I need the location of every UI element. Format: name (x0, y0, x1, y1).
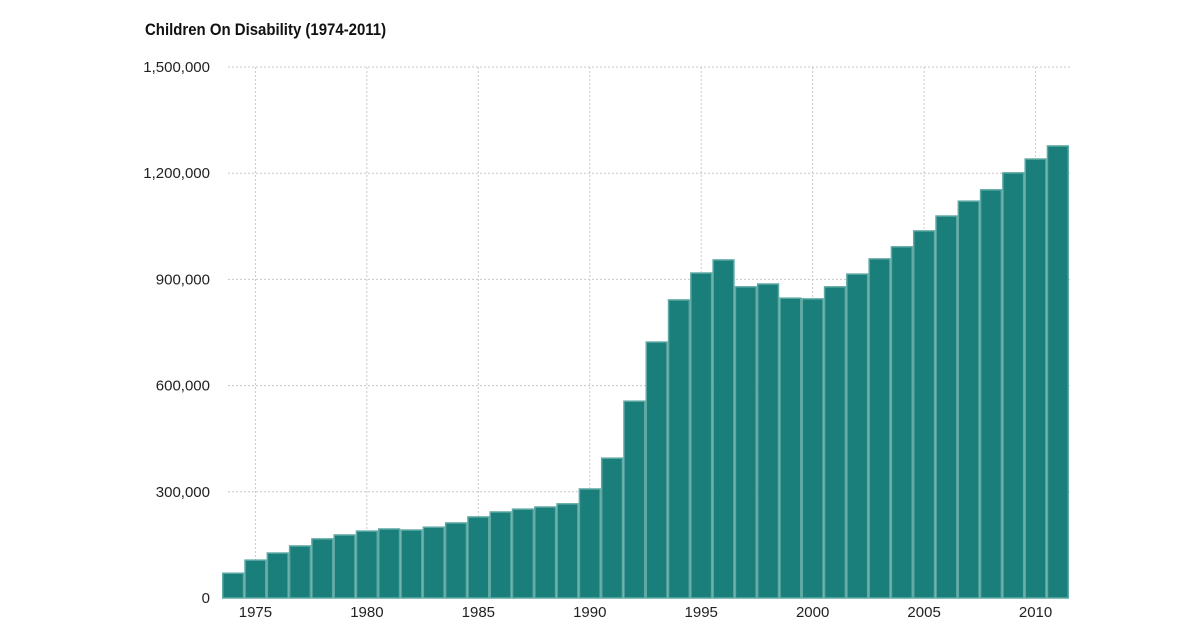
chart-title: Children On Disability (1974-2011) (145, 20, 387, 39)
bar-2007 (957, 200, 980, 599)
bar-1984 (444, 522, 468, 599)
y-tick-label: 900,000 (156, 271, 210, 288)
bar-1994 (667, 299, 691, 599)
x-tick-label: 1980 (350, 604, 383, 621)
bar-1988 (534, 506, 557, 599)
bar-2002 (846, 273, 869, 599)
bar-1987 (511, 508, 535, 599)
bar-2003 (868, 258, 891, 599)
bar-1976 (266, 552, 289, 599)
bar-1997 (734, 286, 757, 599)
bar-1981 (378, 528, 401, 599)
bar-1989 (556, 503, 579, 599)
bar-1986 (489, 511, 512, 599)
bar-2001 (823, 286, 847, 599)
y-tick-label: 600,000 (156, 378, 210, 395)
bar-1995 (690, 272, 713, 599)
bar-1991 (600, 457, 624, 599)
bar-1982 (400, 529, 423, 599)
bar-2010 (1024, 158, 1047, 599)
bar-1996 (712, 259, 735, 599)
bar-1980 (355, 530, 379, 599)
bar-1983 (422, 526, 445, 599)
x-tick-label: 2005 (907, 604, 940, 621)
x-tick-label: 1995 (685, 604, 718, 621)
bar-1993 (645, 341, 668, 599)
y-tick-label: 1,200,000 (143, 165, 210, 182)
bar-1992 (623, 400, 646, 599)
x-tick-label: 1990 (573, 604, 606, 621)
bar-2011 (1046, 145, 1070, 599)
bar-1977 (288, 545, 312, 599)
bar-1974 (222, 572, 245, 599)
bar-2006 (935, 215, 958, 599)
bar-1998 (756, 283, 780, 599)
bar-2000 (801, 298, 824, 599)
x-tick-label: 1975 (239, 604, 272, 621)
bar-2008 (979, 189, 1003, 599)
y-tick-label: 300,000 (156, 484, 210, 501)
bar-2009 (1002, 172, 1025, 599)
x-tick-label: 2000 (796, 604, 829, 621)
bar-1975 (244, 559, 267, 599)
x-tick-label: 1985 (462, 604, 495, 621)
bar-1985 (467, 516, 490, 599)
y-tick-label: 1,500,000 (143, 59, 210, 76)
bar-1978 (311, 538, 334, 599)
x-tick-label: 2010 (1019, 604, 1052, 621)
y-tick-label: 0 (202, 590, 210, 607)
bar-1979 (333, 534, 356, 599)
bar-1990 (578, 488, 601, 599)
bar-2004 (890, 246, 913, 599)
bar-2005 (912, 230, 936, 599)
bar-1999 (779, 297, 802, 599)
